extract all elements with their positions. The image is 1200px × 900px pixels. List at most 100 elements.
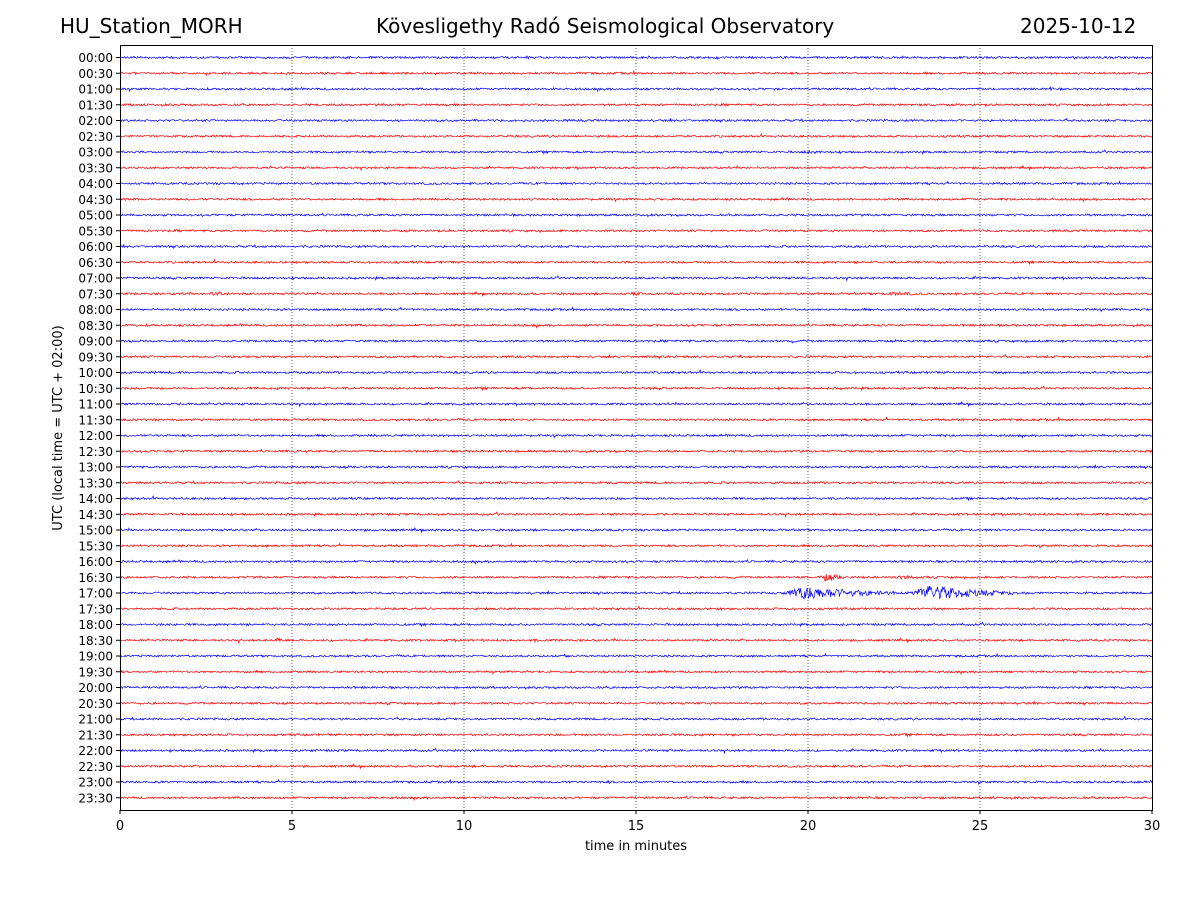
y-tick-label: 04:30 — [78, 193, 113, 207]
y-tick-label: 03:30 — [78, 161, 113, 175]
x-tick-label: 20 — [800, 819, 817, 834]
trace-1300 — [119, 464, 1153, 470]
x-tick-label: 25 — [972, 819, 989, 834]
trace-2100 — [119, 715, 1153, 721]
trace-0130 — [119, 102, 1153, 108]
y-tick-label: 06:00 — [78, 240, 113, 254]
x-axis-label: time in minutes — [585, 839, 687, 854]
y-tick-label: 23:30 — [78, 791, 113, 805]
trace-2000 — [119, 684, 1153, 690]
plot-frame — [120, 45, 1153, 811]
trace-1600 — [119, 558, 1153, 565]
trace-2300 — [119, 778, 1153, 786]
y-tick-label: 13:00 — [78, 461, 113, 475]
trace-1700 — [119, 585, 1153, 600]
y-tick-label: 03:00 — [78, 146, 113, 160]
y-tick-label: 22:00 — [78, 744, 113, 758]
y-tick-label: 02:00 — [78, 114, 113, 128]
trace-0630 — [119, 258, 1153, 266]
trace-0200 — [119, 117, 1153, 124]
trace-1230 — [119, 448, 1153, 454]
trace-0730 — [119, 290, 1153, 298]
y-tick-label: 12:30 — [78, 445, 113, 459]
trace-0830 — [119, 322, 1153, 329]
x-tick-label: 0 — [116, 819, 124, 834]
trace-1730 — [119, 605, 1153, 611]
y-tick-label: 19:00 — [78, 650, 113, 664]
y-tick-label: 22:30 — [78, 760, 113, 774]
trace-1400 — [119, 494, 1153, 502]
trace-2200 — [119, 747, 1153, 755]
y-tick-label: 17:00 — [78, 587, 113, 601]
x-tick-label: 5 — [288, 819, 296, 834]
y-tick-label: 20:00 — [78, 681, 113, 695]
trace-1830 — [119, 637, 1153, 644]
trace-2130 — [119, 732, 1153, 738]
trace-1000 — [119, 368, 1153, 375]
trace-0430 — [119, 196, 1153, 203]
chart-title: Kövesligethy Radó Seismological Observat… — [376, 14, 835, 38]
trace-0000 — [119, 55, 1153, 61]
y-tick-label: 09:30 — [78, 350, 113, 364]
y-tick-label: 10:00 — [78, 366, 113, 380]
trace-1100 — [119, 401, 1153, 408]
y-tick-label: 14:00 — [78, 492, 113, 506]
y-tick-label: 06:30 — [78, 256, 113, 270]
y-tick-label: 11:30 — [78, 413, 113, 427]
y-tick-label: 01:30 — [78, 98, 113, 112]
y-tick-label: 15:30 — [78, 539, 113, 553]
trace-0030 — [119, 69, 1153, 76]
trace-1330 — [119, 479, 1153, 485]
y-tick-label: 13:30 — [78, 476, 113, 490]
trace-0530 — [119, 228, 1153, 234]
x-axis-ticks: 0 5 10 15 20 25 30 — [116, 810, 1160, 834]
y-tick-label: 16:30 — [78, 571, 113, 585]
y-tick-label: 09:00 — [78, 335, 113, 349]
trace-1930 — [119, 669, 1153, 676]
trace-0500 — [119, 212, 1153, 218]
y-tick-label: 12:00 — [78, 429, 113, 443]
trace-1130 — [119, 416, 1153, 422]
trace-2230 — [119, 763, 1153, 770]
trace-0900 — [119, 339, 1153, 344]
y-tick-label: 07:30 — [78, 287, 113, 301]
trace-0800 — [119, 306, 1153, 313]
trace-1030 — [119, 385, 1153, 392]
y-tick-label: 07:00 — [78, 272, 113, 286]
x-tick-label: 30 — [1144, 819, 1161, 834]
y-tick-label: 18:30 — [78, 634, 113, 648]
trace-1800 — [119, 621, 1153, 628]
y-tick-label: 00:00 — [78, 51, 113, 65]
trace-1900 — [119, 652, 1153, 659]
trace-1530 — [119, 542, 1153, 549]
y-tick-label: 16:00 — [78, 555, 113, 569]
y-axis-label: UTC (local time = UTC + 02:00) — [51, 325, 66, 530]
trace-0330 — [119, 164, 1153, 172]
y-tick-label: 20:30 — [78, 697, 113, 711]
trace-0930 — [119, 353, 1153, 360]
y-tick-label: 05:00 — [78, 209, 113, 223]
y-tick-label: 21:00 — [78, 713, 113, 727]
y-tick-label: 19:30 — [78, 665, 113, 679]
chart-date: 2025-10-12 — [1020, 14, 1137, 38]
y-tick-label: 08:00 — [78, 303, 113, 317]
y-tick-label: 00:30 — [78, 67, 113, 81]
y-tick-label: 04:00 — [78, 177, 113, 191]
trace-1430 — [119, 511, 1153, 518]
y-tick-label: 11:00 — [78, 398, 113, 412]
x-tick-label: 10 — [456, 819, 473, 834]
trace-1200 — [119, 433, 1153, 439]
y-tick-label: 01:00 — [78, 83, 113, 97]
y-tick-label: 18:00 — [78, 618, 113, 632]
traces — [119, 55, 1153, 802]
y-tick-label: 23:00 — [78, 776, 113, 790]
trace-0100 — [119, 85, 1153, 93]
y-tick-label: 08:30 — [78, 319, 113, 333]
y-tick-label: 21:30 — [78, 728, 113, 742]
y-tick-label: 10:30 — [78, 382, 113, 396]
trace-2030 — [119, 700, 1153, 706]
station-name: HU_Station_MORH — [60, 14, 243, 38]
trace-0300 — [119, 149, 1153, 155]
